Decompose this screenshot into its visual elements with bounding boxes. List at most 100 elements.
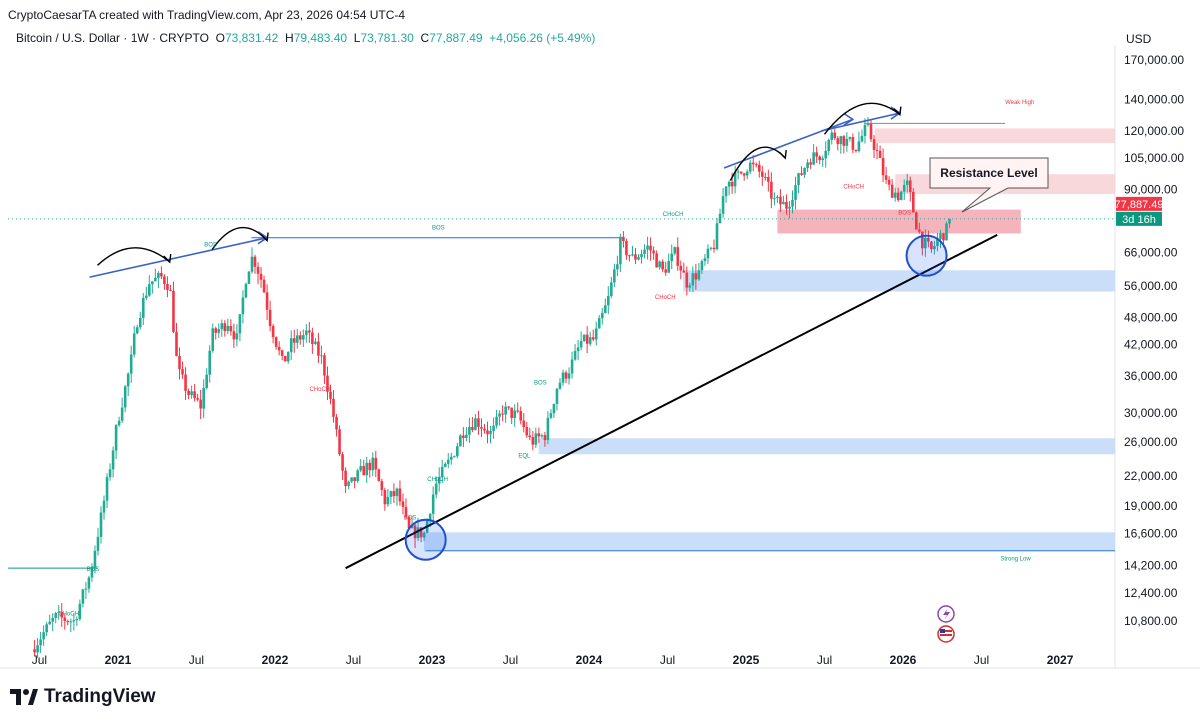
- time-tick-label: Jul: [346, 653, 361, 667]
- candle-bear: [199, 399, 202, 409]
- candle-bear: [256, 266, 260, 274]
- candle-bear: [471, 426, 474, 431]
- candle-bull: [703, 258, 707, 262]
- candle-bear: [477, 418, 480, 428]
- candle-bull: [498, 413, 501, 417]
- us-flag-icon-canton: [940, 629, 945, 633]
- candle-bull: [114, 425, 118, 451]
- candle-bear: [884, 175, 888, 180]
- time-tick-label: Jul: [503, 653, 518, 667]
- candle-bear: [308, 330, 311, 333]
- candle-bull: [845, 138, 849, 146]
- lightning-icon[interactable]: [937, 605, 955, 623]
- candle-bear: [265, 292, 269, 310]
- annotation-label: BOS: [898, 211, 911, 217]
- trend-arrow[interactable]: [821, 112, 901, 132]
- candle-bear: [193, 391, 196, 399]
- price-tick-label: 66,000.00: [1124, 246, 1178, 260]
- candle-bear: [712, 247, 716, 250]
- candle-bull: [715, 223, 719, 250]
- candle-bear: [528, 435, 532, 438]
- candle-bear: [754, 164, 758, 166]
- supply-zone: [874, 128, 1115, 144]
- candle-bear: [634, 254, 637, 260]
- zones-layer: [8, 122, 1115, 569]
- candle-bear: [353, 477, 356, 482]
- candle-bear: [739, 171, 743, 174]
- annotation-label: CHoCH: [843, 184, 864, 190]
- candle-bull: [211, 328, 215, 351]
- candle-bear: [516, 410, 520, 412]
- candle-bear: [676, 247, 680, 266]
- candle-bear: [341, 454, 344, 471]
- us-flag-icon[interactable]: [937, 625, 955, 643]
- candle-bull: [87, 577, 91, 589]
- candle-bear: [175, 331, 178, 357]
- candle-bear: [537, 433, 541, 437]
- symbol-title[interactable]: Bitcoin / U.S. Dollar · 1W · CRYPTO: [16, 31, 209, 45]
- tradingview-logo-icon: [10, 689, 38, 705]
- candle-bear: [163, 276, 166, 284]
- price-axis[interactable]: 170,000.00 140,000.00 120,000.00 105,000.00…: [1115, 53, 1185, 628]
- candle-bull: [866, 124, 870, 126]
- candle-bull: [456, 446, 459, 457]
- annotation-label: CHoCH: [663, 212, 684, 218]
- candle-bull: [613, 269, 616, 283]
- time-tick-label: 2022: [262, 653, 289, 667]
- candle-bear: [836, 138, 840, 145]
- candle-bull: [235, 333, 239, 340]
- grid: [0, 45, 1200, 669]
- candle-bull: [428, 513, 432, 521]
- highlight-circle[interactable]: [404, 518, 447, 561]
- candle-bear: [184, 374, 187, 391]
- candle-bull: [111, 450, 115, 470]
- support-trendline[interactable]: [345, 233, 998, 570]
- tradingview-brand[interactable]: TradingView: [10, 686, 156, 708]
- candle-bull: [631, 254, 634, 256]
- candle-bear: [543, 435, 547, 441]
- candle-bear: [764, 176, 767, 178]
- price-tick-label: 16,600.00: [1124, 527, 1178, 541]
- candle-bull: [54, 613, 58, 618]
- candle-bull: [93, 550, 97, 567]
- candle-bear: [679, 265, 683, 271]
- candle-bull: [721, 196, 725, 214]
- candle-bear: [622, 236, 625, 242]
- candle-bull: [576, 347, 580, 351]
- time-axis[interactable]: Jul 2021 Jul 2022 Jul 2023 Jul 2024 Jul 2025 Jul 20…: [32, 653, 1074, 667]
- candle-bear: [649, 245, 652, 251]
- candle-bear: [383, 489, 387, 505]
- candle-bear: [942, 233, 945, 241]
- trend-arrow[interactable]: [89, 236, 268, 278]
- candle-bear: [274, 337, 278, 347]
- candle-bull: [205, 374, 208, 389]
- candle-bull: [226, 325, 230, 332]
- candle-bull: [555, 388, 559, 404]
- candle-bear: [335, 416, 338, 430]
- price-tick-label: 42,000.00: [1124, 338, 1178, 352]
- candle-bull: [295, 335, 299, 343]
- candle-bear: [63, 617, 67, 622]
- candle-bull: [123, 386, 127, 408]
- candle-bull: [57, 612, 61, 614]
- candle-bull: [90, 566, 94, 578]
- currency-label[interactable]: USD: [1126, 32, 1152, 46]
- candle-bull: [791, 199, 794, 207]
- candle-bull: [924, 237, 927, 249]
- candle-bull: [356, 470, 359, 482]
- candle-bear: [927, 237, 930, 242]
- candle-bull: [697, 270, 701, 280]
- highlight-circle[interactable]: [905, 234, 948, 277]
- lightning-icon-bolt: [943, 608, 950, 620]
- arc-arrow-icon: [260, 232, 269, 243]
- price-badge[interactable]: [1116, 196, 1162, 211]
- price-tick-label: 12,400.00: [1124, 586, 1178, 600]
- candle-bear: [398, 488, 402, 502]
- trend-arrow[interactable]: [723, 118, 854, 169]
- candle-bear: [486, 430, 489, 435]
- resistance-label: Resistance Level: [940, 166, 1037, 180]
- candle-bull: [688, 285, 692, 288]
- candle-bear: [262, 279, 266, 293]
- candle-bull: [658, 261, 661, 268]
